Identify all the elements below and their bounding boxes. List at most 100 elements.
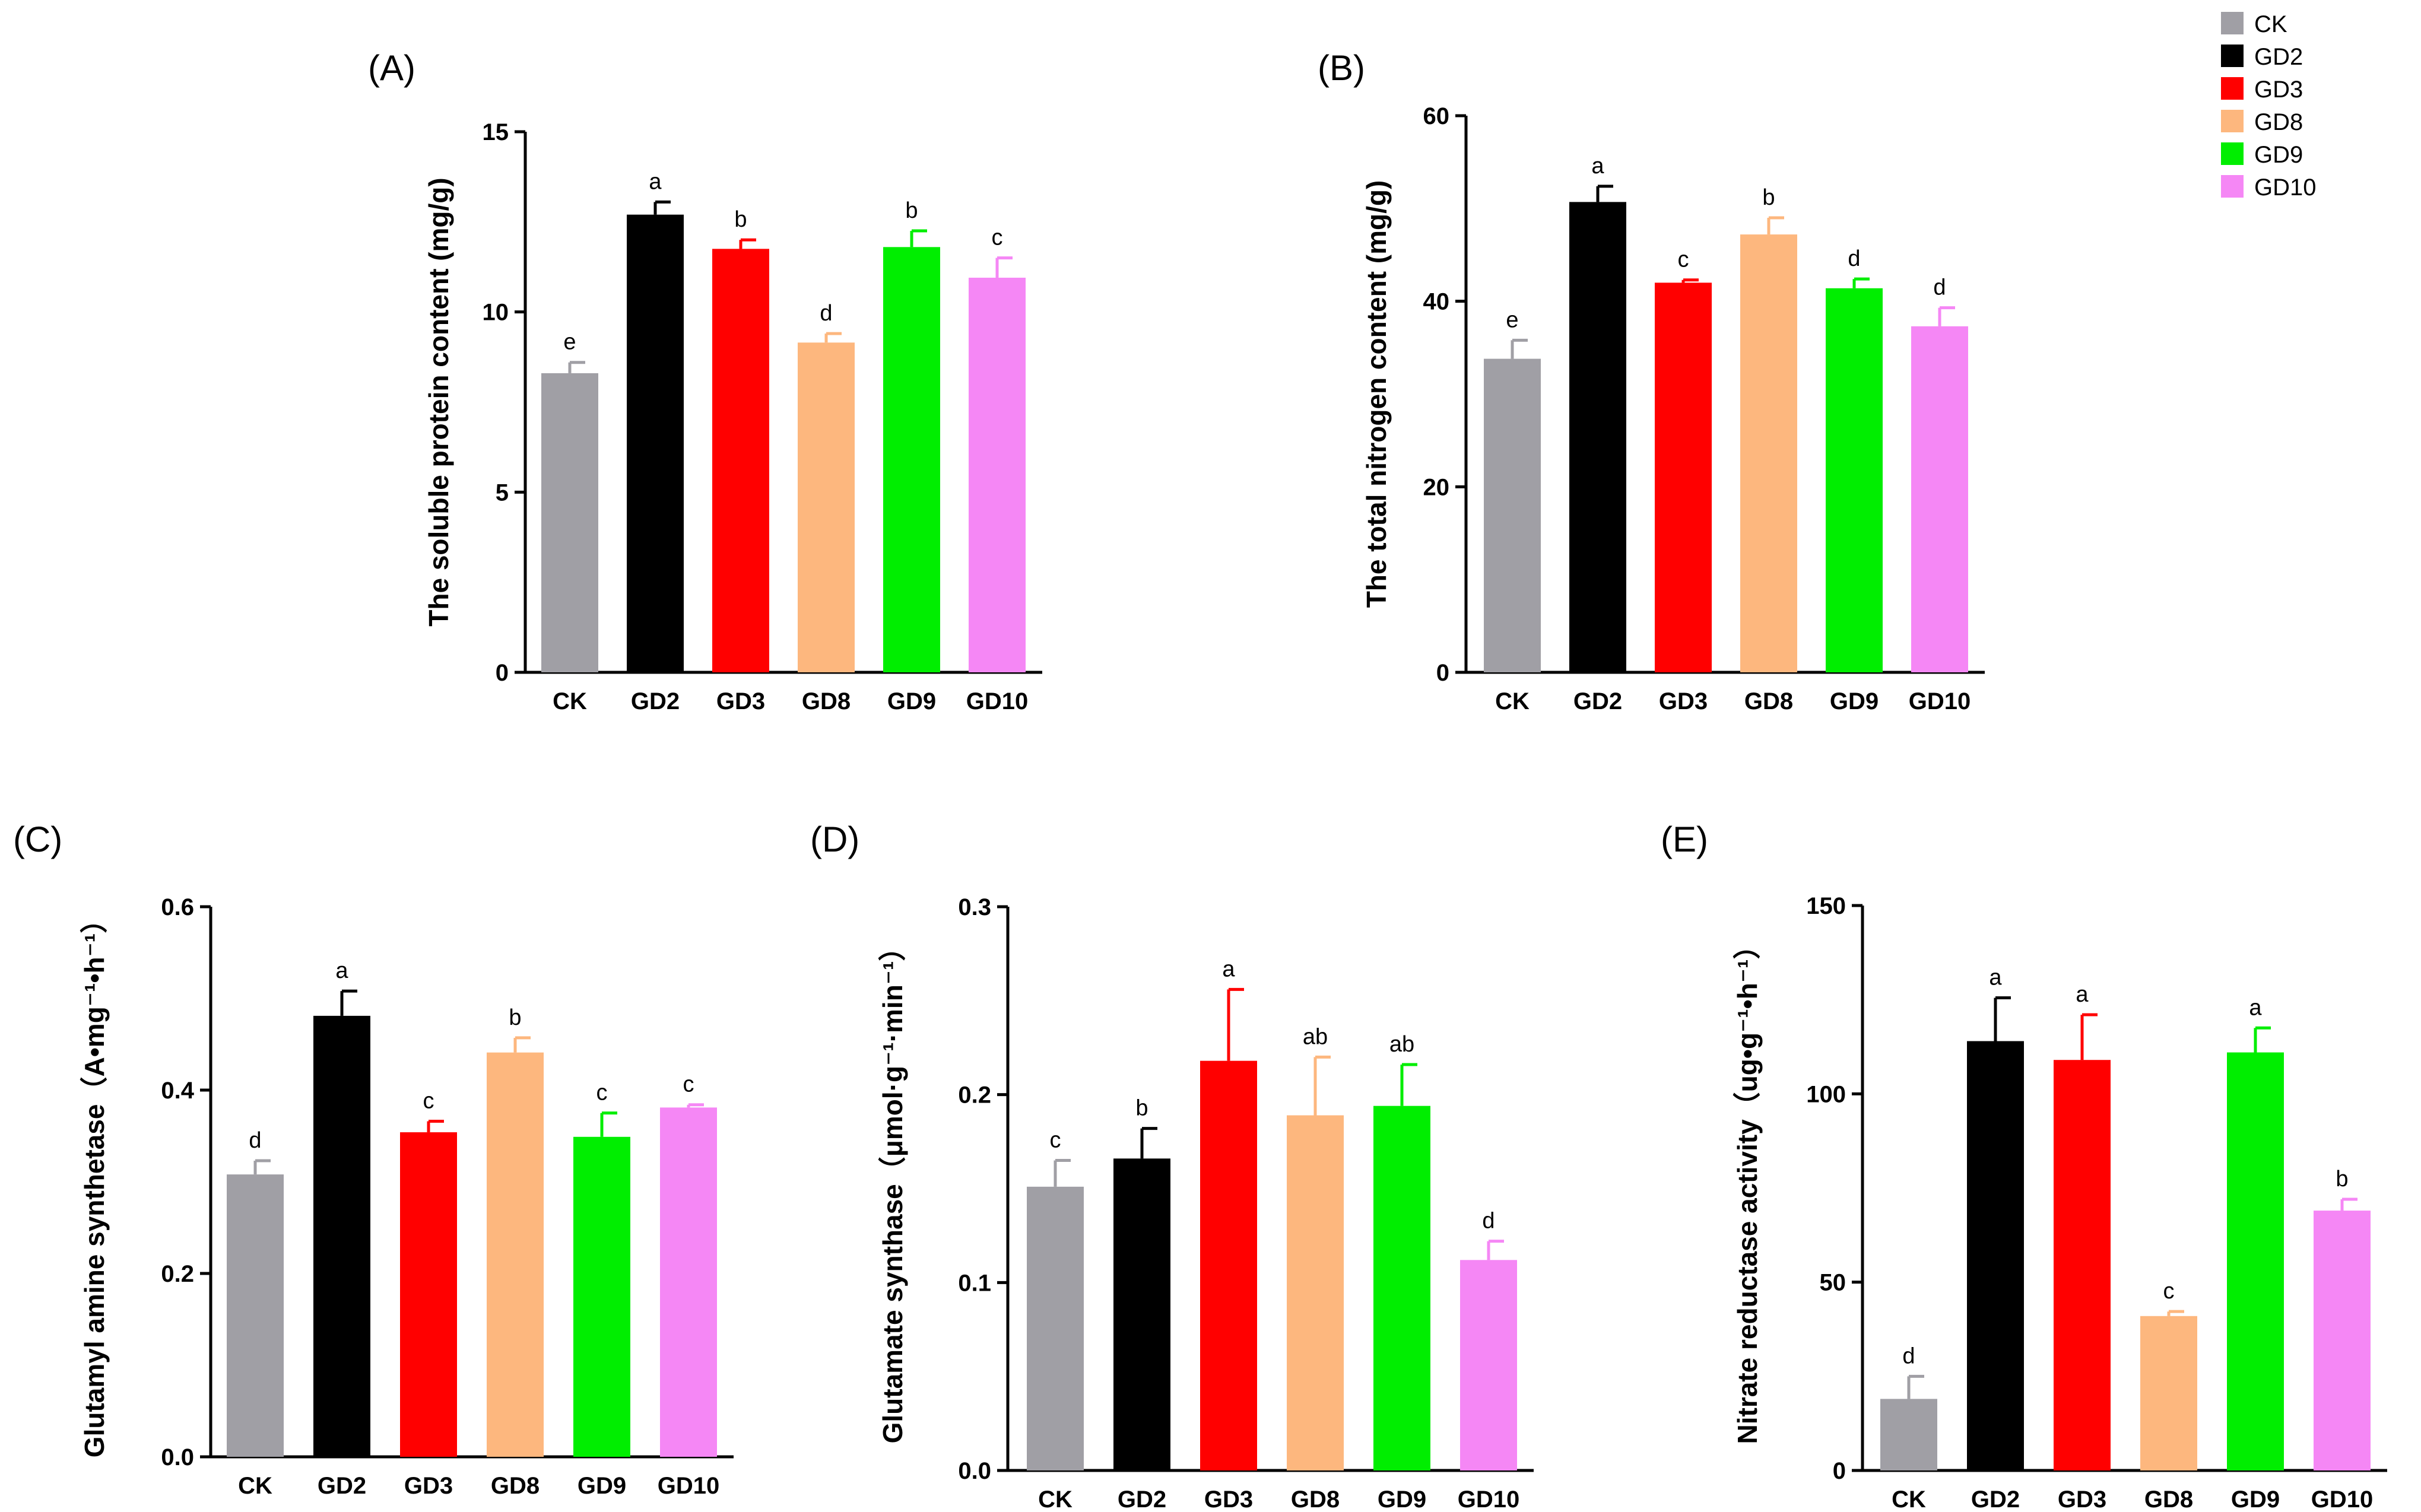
chart-panel-a: (A) 0 5 10 15 e CK a GD2 b GD3 d GD8 b GD9 c GD10 The sol…	[368, 48, 1042, 714]
x-tick-label: GD9	[1830, 688, 1879, 714]
x-tick-label: GD2	[1118, 1486, 1166, 1512]
panel-label: (E)	[1661, 819, 1708, 859]
bar-gd9	[1373, 1106, 1430, 1470]
significance-label: b	[1135, 1096, 1148, 1121]
y-tick-label: 0	[1436, 660, 1449, 686]
x-tick-label: GD2	[318, 1473, 366, 1499]
chart-panel-b: (B) 0 20 40 60 e CK a GD2 c GD3 b GD8 d GD9 d GD10 The to…	[1318, 48, 1985, 714]
significance-label: a	[2076, 982, 2089, 1007]
significance-label: e	[1506, 307, 1518, 332]
bar-gd8	[1287, 1115, 1344, 1470]
legend-swatch	[2221, 142, 2244, 165]
bar-ck	[227, 1174, 284, 1457]
bar-gd8	[798, 342, 855, 672]
legend-item-gd10: GD10	[2221, 174, 2317, 201]
legend-item-gd8: GD8	[2221, 109, 2303, 135]
significance-label: a	[1222, 957, 1235, 981]
x-tick-label: CK	[1892, 1486, 1926, 1512]
x-tick-label: GD3	[1659, 688, 1708, 714]
y-tick-label: 0.2	[161, 1261, 194, 1287]
significance-label: a	[649, 169, 662, 194]
significance-label: d	[1848, 246, 1860, 271]
legend: CK GD2 GD3 GD8 GD9 GD10	[2221, 11, 2317, 201]
bar-gd9	[883, 247, 940, 672]
significance-label: c	[1678, 247, 1689, 272]
bar-gd10	[969, 277, 1026, 673]
chart-panel-d: (D) 0.0 0.1 0.2 0.3 c CK b GD2 a GD3 ab GD8 ab GD9 d GD1…	[810, 819, 1534, 1512]
x-tick-label: GD10	[1909, 688, 1971, 714]
bar-gd2	[1967, 1041, 2024, 1470]
legend-item-gd3: GD3	[2221, 77, 2303, 103]
legend-label: GD10	[2254, 174, 2317, 201]
bar-ck	[1027, 1186, 1084, 1470]
x-tick-label: GD2	[1971, 1486, 2020, 1512]
y-tick-label: 0.6	[161, 894, 194, 920]
y-tick-label: 0.2	[958, 1082, 991, 1108]
significance-label: ab	[1389, 1032, 1414, 1057]
x-tick-label: GD8	[491, 1473, 540, 1499]
bar-gd8	[2140, 1316, 2197, 1470]
x-tick-label: CK	[238, 1473, 272, 1499]
significance-label: e	[563, 330, 576, 355]
y-tick-label: 0	[496, 660, 509, 686]
bar-gd9	[573, 1136, 630, 1457]
x-tick-label: GD8	[2144, 1486, 2193, 1512]
y-tick-label: 0.4	[161, 1078, 194, 1104]
bar-ck	[1880, 1399, 1937, 1470]
significance-label: c	[1050, 1128, 1061, 1153]
x-tick-label: GD3	[2058, 1486, 2106, 1512]
x-tick-label: GD9	[1378, 1486, 1426, 1512]
bar-gd3	[1200, 1060, 1257, 1470]
bar-gd8	[1740, 234, 1797, 672]
bar-gd10	[2314, 1211, 2371, 1470]
significance-label: c	[992, 225, 1003, 250]
y-tick-label: 40	[1423, 289, 1450, 315]
x-tick-label: CK	[553, 688, 587, 714]
x-tick-label: GD3	[716, 688, 765, 714]
legend-swatch	[2221, 12, 2244, 34]
bar-gd2	[627, 214, 684, 673]
bar-gd2	[1569, 202, 1626, 672]
bar-gd3	[2054, 1060, 2111, 1470]
x-tick-label: GD10	[1458, 1486, 1520, 1512]
chart-panel-e: (E) 0 50 100 150 d CK a GD2 a GD3 c GD8 a GD9 b GD10 Nitr…	[1661, 819, 2387, 1512]
bar-gd3	[712, 249, 769, 673]
significance-label: b	[1762, 185, 1775, 210]
panel-label: (C)	[13, 819, 62, 859]
significance-label: d	[1482, 1209, 1495, 1234]
x-tick-label: GD9	[578, 1473, 626, 1499]
y-tick-label: 0.0	[958, 1458, 991, 1484]
legend-swatch	[2221, 77, 2244, 100]
y-tick-label: 20	[1423, 474, 1450, 500]
y-tick-label: 5	[496, 479, 509, 506]
x-tick-label: GD10	[2311, 1486, 2374, 1512]
significance-label: a	[2249, 995, 2262, 1020]
significance-label: c	[596, 1081, 608, 1106]
x-tick-label: GD3	[1204, 1486, 1253, 1512]
x-tick-label: GD3	[404, 1473, 453, 1499]
y-tick-label: 10	[483, 300, 509, 326]
significance-label: d	[249, 1128, 261, 1153]
y-tick-label: 150	[1806, 893, 1846, 919]
bar-gd9	[2227, 1052, 2284, 1470]
bar-gd10	[660, 1107, 717, 1457]
legend-label: GD9	[2254, 142, 2303, 168]
bar-gd2	[1113, 1158, 1170, 1470]
significance-label: a	[1989, 965, 2002, 990]
legend-item-gd2: GD2	[2221, 44, 2303, 70]
y-tick-label: 0.1	[958, 1270, 991, 1296]
bar-gd10	[1460, 1260, 1517, 1470]
y-tick-label: 50	[1820, 1270, 1846, 1296]
significance-label: b	[734, 207, 747, 232]
bar-ck	[1484, 358, 1541, 672]
legend-label: GD8	[2254, 109, 2303, 135]
chart-panel-c: (C) 0.0 0.2 0.4 0.6 d CK a GD2 c GD3 b GD8 c GD9 c GD10 G…	[13, 819, 734, 1499]
significance-label: d	[820, 301, 832, 326]
significance-label: b	[509, 1005, 521, 1030]
x-tick-label: GD9	[887, 688, 936, 714]
significance-label: a	[335, 958, 348, 983]
significance-label: b	[2336, 1167, 2348, 1192]
y-axis-title: Glutamate synthase（μmol·g⁻¹·min⁻¹）	[877, 934, 908, 1444]
y-tick-label: 0.3	[958, 894, 991, 920]
